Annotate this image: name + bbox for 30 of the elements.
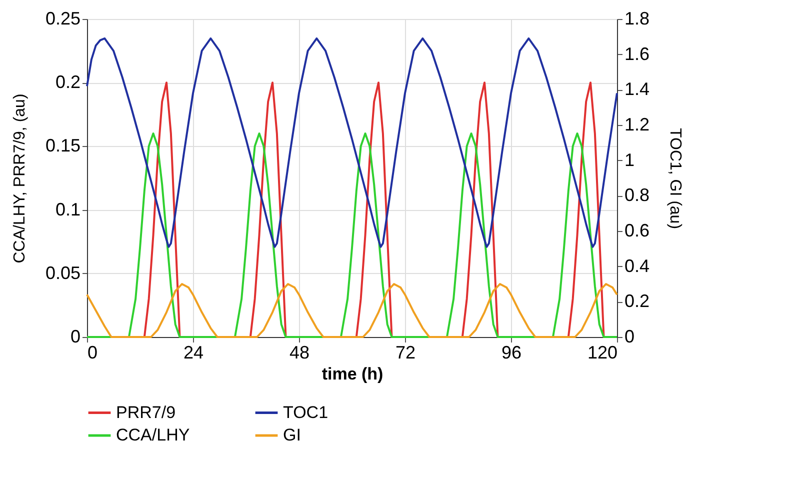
line-series bbox=[86, 37, 618, 248]
y-tick-label: 0.25 bbox=[45, 8, 80, 28]
legend-label: TOC1 bbox=[283, 402, 328, 422]
x-tick-label: 24 bbox=[183, 342, 204, 362]
y2-tick-label: 0.6 bbox=[624, 220, 650, 240]
legend-label: PRR7/9 bbox=[116, 402, 176, 422]
y2-tick-label: 0 bbox=[624, 326, 635, 346]
y2-tick-label: 1.6 bbox=[624, 44, 650, 64]
y-tick-label: 0.05 bbox=[45, 262, 80, 283]
y-axis-title: CCA/LHY, PRR7/9, (au) bbox=[11, 94, 28, 264]
x-tick-label: 96 bbox=[501, 342, 522, 362]
x-tick-label: 120 bbox=[587, 342, 618, 362]
legend-label: GI bbox=[283, 426, 301, 444]
legend-label: CCA/LHY bbox=[116, 426, 190, 444]
x-axis-title: time (h) bbox=[322, 364, 384, 384]
y2-tick-label: 1.4 bbox=[624, 79, 650, 100]
x-tick-label: 48 bbox=[289, 342, 310, 362]
y2-axis-title: TOC1, GI (au) bbox=[666, 128, 684, 230]
y2-tick-label: 1.2 bbox=[624, 114, 650, 134]
y2-tick-label: 0.2 bbox=[624, 291, 650, 312]
y-tick-label: 0.1 bbox=[55, 199, 80, 220]
x-tick-label: 0 bbox=[88, 342, 98, 362]
y2-tick-label: 1 bbox=[624, 150, 635, 170]
y-tick-label: 0.2 bbox=[55, 72, 80, 92]
x-tick-label: 72 bbox=[395, 342, 416, 362]
y2-tick-label: 0.4 bbox=[624, 256, 650, 276]
y-tick-label: 0.15 bbox=[45, 136, 80, 156]
y2-tick-label: 1.8 bbox=[624, 8, 650, 28]
y2-tick-label: 0.8 bbox=[624, 185, 650, 206]
y-tick-label: 0 bbox=[70, 326, 80, 346]
